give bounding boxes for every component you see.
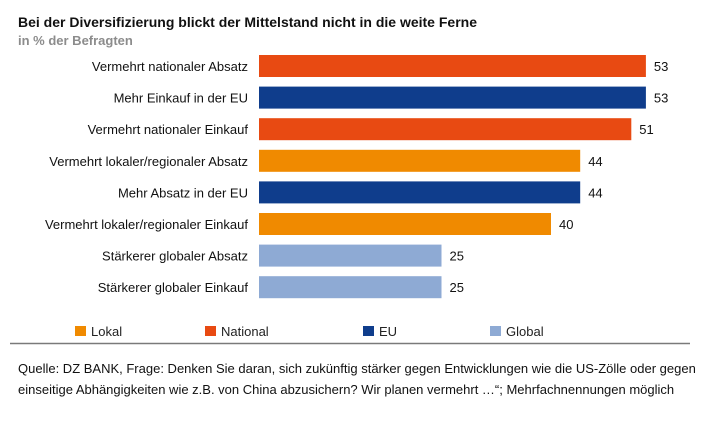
data-label: 51 [639,122,653,137]
legend-label: Global [506,324,544,339]
legend-swatch [490,326,501,336]
category-label: Stärkerer globaler Absatz [102,249,248,264]
legend-label: EU [379,324,397,339]
bar [259,86,646,109]
category-label: Vermehrt lokaler/regionaler Absatz [49,154,248,169]
legend-swatch [205,326,216,336]
legend-label: Lokal [91,324,122,339]
legend-swatch [75,326,86,336]
bar [259,181,581,204]
data-label: 25 [450,280,464,295]
category-label: Mehr Absatz in der EU [118,185,248,200]
chart-subtitle: in % der Befragten [18,33,133,48]
bar [259,213,551,235]
category-label: Mehr Einkauf in der EU [114,91,248,106]
category-label: Vermehrt nationaler Einkauf [88,122,249,137]
data-label: 44 [588,154,602,169]
bar [259,244,442,267]
chart-title: Bei der Diversifizierung blickt der Mitt… [18,14,477,30]
data-label: 40 [559,217,573,232]
legend-label: National [221,324,269,339]
data-label: 44 [588,185,602,200]
bar [259,118,632,141]
source-note: Quelle: DZ BANK, Frage: Denken Sie daran… [18,361,696,397]
legend-swatch [363,326,374,336]
bar [259,55,646,77]
bar [259,149,581,172]
data-label: 25 [450,249,464,264]
category-label: Stärkerer globaler Einkauf [98,280,249,295]
data-label: 53 [654,59,668,74]
category-label: Vermehrt nationaler Absatz [92,59,248,74]
category-label: Vermehrt lokaler/regionaler Einkauf [45,217,248,232]
bar [259,276,442,299]
data-label: 53 [654,91,668,106]
